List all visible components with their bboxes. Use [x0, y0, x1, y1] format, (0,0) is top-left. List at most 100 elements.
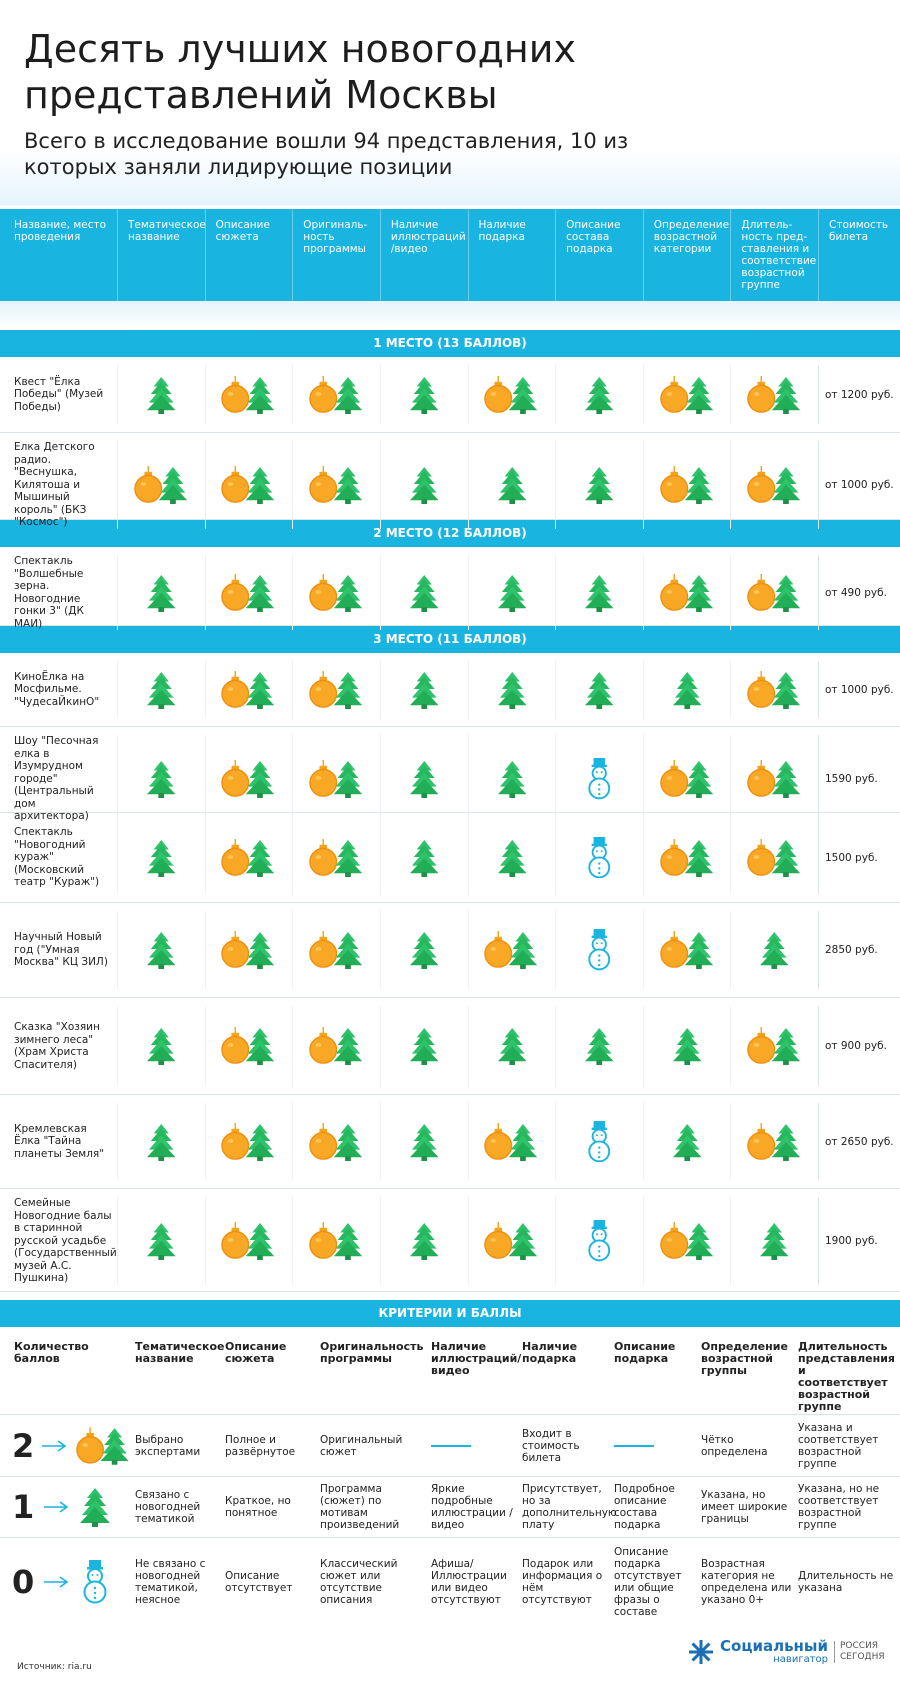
score-icon — [409, 466, 439, 504]
score-icon — [221, 838, 275, 877]
table-row: Спектакль "Новогодний кураж" (Московский… — [0, 813, 900, 903]
score-icon — [747, 375, 801, 414]
score-cell — [555, 1103, 643, 1180]
show-name: Елка Детского радио. "Веснушка, Килятоша… — [14, 441, 95, 528]
dash — [614, 1444, 654, 1447]
dash — [431, 1444, 471, 1447]
score-cell — [204, 661, 293, 718]
score-icon — [672, 671, 702, 709]
score-icon — [588, 929, 611, 971]
score-icon — [409, 1222, 439, 1260]
score-icon — [659, 573, 713, 612]
place-band: 3 МЕСТО (11 БАЛЛОВ) — [0, 626, 900, 653]
criteria-row: 2 Выбрано экспертами Полное и развёрнутое О… — [0, 1414, 900, 1476]
criteria-row: 0 Не связано с новогодней тематикой, неяс… — [0, 1537, 900, 1626]
score-cell — [204, 821, 293, 894]
score-icon — [147, 1222, 176, 1260]
price: от 1200 руб. — [818, 365, 900, 424]
criteria-cell: Не связано с новогодней тематикой, неясн… — [135, 1558, 206, 1606]
score-icon — [221, 573, 275, 612]
score-icon — [309, 838, 363, 877]
score-icon — [588, 1120, 611, 1162]
criteria-column: Количество баллов — [14, 1340, 89, 1365]
score-cell — [642, 661, 731, 718]
score-cell — [292, 365, 380, 424]
table-row: Спектакль "Волшебные зерна. Новогодние г… — [0, 547, 900, 630]
criteria-rows: 2 Выбрано экспертами Полное и развёрнутое О… — [0, 1414, 900, 1626]
price: 1500 руб. — [818, 821, 900, 894]
score-icon — [309, 573, 363, 612]
score-cell — [117, 911, 205, 989]
score-cell — [555, 911, 643, 989]
place-band: 2 МЕСТО (12 БАЛЛОВ) — [0, 520, 900, 547]
score-cell — [117, 735, 205, 823]
score-icon — [672, 1027, 702, 1065]
criteria-cell: Афиша/Иллюстрации или видео отсутствуют — [431, 1558, 507, 1606]
score-cell — [642, 441, 731, 529]
score-cell — [204, 365, 293, 424]
score-icon — [409, 574, 439, 612]
score-icon — [659, 838, 713, 877]
price: 1590 руб. — [818, 735, 900, 823]
score-cell — [379, 1197, 468, 1285]
criteria-cell: Описание подарка отсутствует или общие ф… — [614, 1546, 682, 1618]
score-icon — [747, 573, 801, 612]
column-header: Название, место проведения — [14, 219, 107, 243]
score-icon — [672, 1123, 702, 1161]
score-cell — [467, 365, 556, 424]
score-icon — [221, 375, 275, 414]
score-cell — [642, 821, 731, 894]
criteria-column: Наличие иллюстраций/ видео — [431, 1340, 522, 1377]
criteria-cell — [431, 1415, 522, 1476]
price: 1900 руб. — [818, 1197, 900, 1285]
table-row: Елка Детского радио. "Веснушка, Килятоша… — [0, 433, 900, 529]
criteria-cell: Подарок или информация о нём отсутствуют — [522, 1558, 603, 1606]
criteria-cell: Классический сюжет или отсутствие описан… — [320, 1558, 398, 1606]
criteria-column: Описание сюжета — [225, 1340, 287, 1365]
score-cell — [204, 911, 293, 989]
score-cell — [117, 821, 205, 894]
arrow — [44, 1501, 69, 1513]
logo-icon — [689, 1639, 714, 1664]
score-icon — [484, 375, 538, 414]
score-cell — [379, 1103, 468, 1180]
score-icon — [221, 465, 275, 504]
score-number: 0 — [12, 1563, 35, 1601]
criteria-cell: Яркие подробные иллюстрации /видео — [431, 1483, 513, 1531]
score-cell — [117, 555, 205, 630]
score-icon — [309, 1122, 363, 1161]
score-cell — [642, 735, 731, 823]
score-cell — [467, 661, 556, 718]
score-cell — [730, 821, 818, 894]
score-icon — [585, 376, 614, 414]
criteria-column: Длительность представления и соответству… — [798, 1340, 895, 1413]
criteria-band: КРИТЕРИИ И БАЛЛЫ — [0, 1300, 900, 1327]
score-icon — [309, 670, 363, 709]
score-cell — [730, 661, 818, 718]
score-cell — [642, 911, 731, 989]
score-icon — [147, 760, 176, 798]
score-icon — [221, 1221, 275, 1260]
score-icon — [497, 466, 527, 504]
score-cell — [204, 441, 293, 529]
column-header: Длитель-ность пред-ставления и соответст… — [730, 209, 818, 301]
score-icon — [484, 1221, 538, 1260]
criteria-cell: Выбрано экспертами — [135, 1433, 201, 1458]
score-cell — [117, 1103, 205, 1180]
criteria-cell: Краткое, но понятное — [225, 1495, 291, 1519]
score-cell — [730, 1103, 818, 1180]
criteria-cell: Описание отсутствует — [225, 1570, 293, 1594]
score-icon — [760, 931, 789, 969]
criteria-cell: Указана, но не соответствует возрастной … — [798, 1483, 880, 1531]
score-cell — [379, 821, 468, 894]
score-cell — [292, 821, 380, 894]
score-cell — [379, 911, 468, 989]
score-icon — [409, 671, 439, 709]
show-name: Спектакль "Волшебные зерна. Новогодние г… — [14, 555, 84, 630]
subtitle: Всего в исследование вошли 94 представле… — [24, 129, 629, 179]
score-icon — [83, 1560, 107, 1604]
score-cell — [642, 1197, 731, 1285]
criteria-cell: Оригинальный сюжет — [320, 1433, 403, 1458]
score-cell — [467, 441, 556, 529]
table-row: КиноЁлка на Мосфильме. "ЧудесаЙкинО" от 1… — [0, 653, 900, 727]
